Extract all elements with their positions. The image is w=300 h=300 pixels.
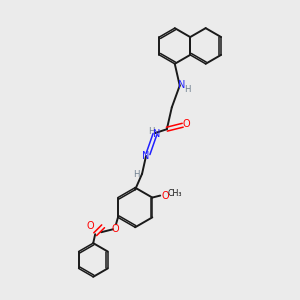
Text: CH₃: CH₃ bbox=[168, 189, 182, 198]
Text: O: O bbox=[161, 190, 169, 201]
Text: H: H bbox=[184, 85, 191, 94]
Text: H: H bbox=[148, 127, 154, 136]
Text: N: N bbox=[142, 151, 150, 161]
Text: O: O bbox=[86, 221, 94, 231]
Text: H: H bbox=[133, 170, 140, 179]
Text: O: O bbox=[111, 224, 119, 234]
Text: N: N bbox=[153, 129, 161, 139]
Text: O: O bbox=[183, 119, 190, 129]
Text: N: N bbox=[178, 80, 185, 90]
